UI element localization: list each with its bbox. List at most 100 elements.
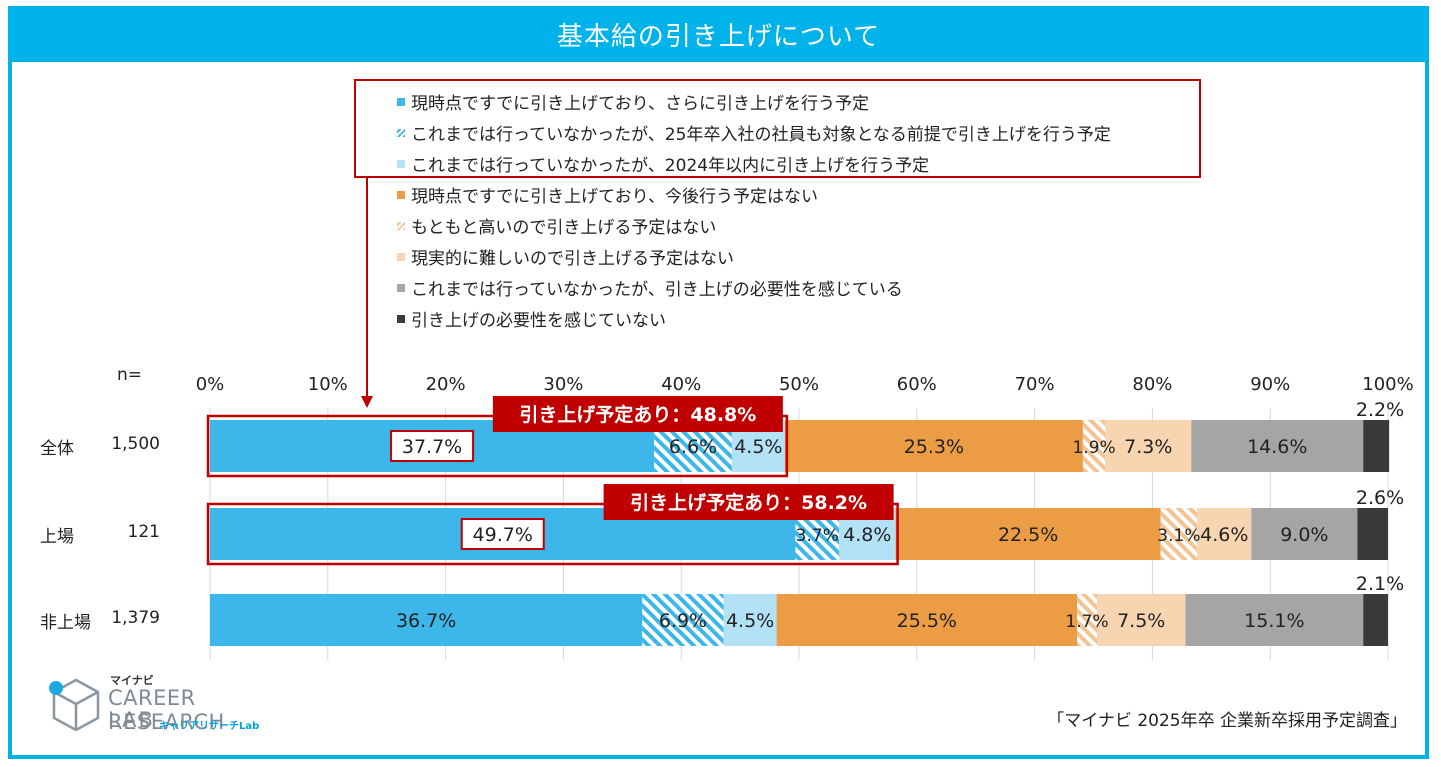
legend-swatch (397, 314, 405, 323)
pointer-arrow-head (361, 396, 373, 408)
row-category: 全体 (40, 439, 74, 459)
bar-segment (784, 420, 1083, 472)
bar-segment (1191, 420, 1364, 472)
row-category: 非上場 (40, 613, 91, 633)
x-tick-label: 0% (196, 374, 225, 395)
data-label: 2.2% (1356, 399, 1404, 421)
legend-swatch (397, 97, 405, 106)
row-label: 全体 1,500 (40, 434, 160, 459)
data-label: 1.9% (1072, 438, 1115, 458)
bar-segment (723, 594, 777, 646)
logo: マイナビ CAREER RESEARCH LAB キャリアリサーチLab (44, 668, 294, 738)
career-research-lab-logo-icon (49, 678, 100, 732)
data-label: 15.1% (1244, 610, 1304, 632)
legend-swatch (397, 283, 405, 292)
row-category: 上場 (40, 527, 74, 547)
data-label: 25.3% (904, 436, 964, 458)
x-tick-label: 60% (897, 374, 937, 395)
bar-segment (210, 594, 643, 646)
legend: 現時点ですでに引き上げており、さらに引き上げを行う予定これまでは行っていなかった… (397, 86, 1111, 334)
bar-segment (1357, 508, 1388, 560)
data-label: 2.6% (1356, 487, 1404, 509)
data-label: 14.6% (1247, 436, 1307, 458)
row-n-value: 121 (127, 522, 160, 542)
legend-item: これまでは行っていなかったが、引き上げの必要性を感じている (397, 272, 1111, 303)
bar-segment (1160, 508, 1198, 560)
legend-label: もともと高いので引き上げる予定はない (411, 218, 717, 238)
logo-sub: キャリアリサーチLab (159, 721, 260, 732)
row-label: 非上場 1,379 (40, 608, 160, 633)
data-label: 4.6% (1200, 524, 1248, 546)
legend-swatch (397, 252, 405, 261)
legend-item: 現時点ですでに引き上げており、さらに引き上げを行う予定 (397, 86, 1111, 117)
x-tick-label: 90% (1250, 374, 1290, 395)
legend-swatch (397, 190, 405, 199)
legend-item: 引き上げの必要性を感じていない (397, 303, 1111, 334)
data-label: 25.5% (897, 610, 957, 632)
bar-segment (1185, 594, 1364, 646)
legend-label: 現時点ですでに引き上げており、今後行う予定はない (411, 187, 818, 207)
first-segment-highlight (390, 430, 475, 462)
x-tick-label: 70% (1015, 374, 1055, 395)
legend-label: これまでは行っていなかったが、2024年以内に引き上げを行う予定 (411, 156, 930, 176)
row-n-value: 1,379 (111, 608, 160, 628)
planned-raise-label: 引き上げ予定あり：48.8% (519, 403, 756, 426)
bar-segment (1105, 420, 1192, 472)
legend-label: 引き上げの必要性を感じていない (411, 311, 666, 331)
data-label: 36.7% (396, 610, 456, 632)
legend-item: これまでは行っていなかったが、2024年以内に引き上げを行う予定 (397, 148, 1111, 179)
source-note: 「マイナビ 2025年卒 企業新卒採用予定調査」 (1047, 711, 1407, 731)
logo-brand: マイナビ (110, 674, 154, 687)
data-label: 9.0% (1280, 524, 1328, 546)
row-n-value: 1,500 (111, 434, 160, 454)
legend-label: 現時点ですでに引き上げており、さらに引き上げを行う予定 (411, 94, 869, 114)
x-tick-label: 20% (426, 374, 466, 395)
bar-segment (1082, 420, 1106, 472)
data-label: 37.7% (402, 436, 462, 458)
planned-raise-label: 引き上げ予定あり：58.2% (630, 491, 867, 514)
bar-segment (895, 508, 1161, 560)
x-tick-label: 50% (779, 374, 819, 395)
x-tick-label: 30% (543, 374, 583, 395)
chart-title: 基本給の引き上げについて (8, 6, 1429, 62)
bar-segment (776, 594, 1078, 646)
legend-item: 現時点ですでに引き上げており、今後行う予定はない (397, 179, 1111, 210)
legend-highlight-box (354, 79, 1201, 178)
x-tick-label: 10% (308, 374, 348, 395)
planned-raise-outline (206, 502, 899, 566)
bar-segment (1251, 508, 1358, 560)
legend-label: これまでは行っていなかったが、引き上げの必要性を感じている (411, 280, 903, 300)
data-label: 49.7% (473, 524, 533, 546)
legend-swatch (397, 128, 405, 137)
data-label: 4.5% (734, 436, 782, 458)
bar-segment (1077, 594, 1098, 646)
legend-swatch (397, 221, 405, 230)
planned-raise-badge (492, 396, 783, 432)
planned-raise-badge (603, 484, 894, 520)
row-label: 上場 121 (40, 522, 160, 547)
data-label: 6.9% (659, 610, 707, 632)
bar-segment (1363, 420, 1390, 472)
bar-segment (1097, 594, 1186, 646)
legend-item: これまでは行っていなかったが、25年卒入社の社員も対象となる前提で引き上げを行う… (397, 117, 1111, 148)
logo-line1: CAREER RESEARCH (108, 686, 225, 734)
legend-label: これまでは行っていなかったが、25年卒入社の社員も対象となる前提で引き上げを行う… (411, 125, 1111, 145)
data-label: 4.8% (843, 524, 891, 546)
data-label: 6.6% (669, 436, 717, 458)
bar-segment (642, 594, 724, 646)
x-tick-label: 80% (1132, 374, 1172, 395)
data-label: 2.1% (1356, 573, 1404, 595)
data-label: 3.7% (796, 526, 839, 546)
legend-swatch (397, 159, 405, 168)
legend-item: 現実的に難しいので引き上げる予定はない (397, 241, 1111, 272)
legend-item: もともと高いので引き上げる予定はない (397, 210, 1111, 241)
x-tick-label: 40% (661, 374, 701, 395)
data-label: 3.1% (1157, 526, 1200, 546)
bar-segment (1197, 508, 1252, 560)
data-label: 7.3% (1124, 436, 1172, 458)
data-label: 7.5% (1117, 610, 1165, 632)
legend-label: 現実的に難しいので引き上げる予定はない (411, 249, 734, 269)
data-label: 4.5% (726, 610, 774, 632)
x-tick-label: 100% (1362, 374, 1413, 395)
